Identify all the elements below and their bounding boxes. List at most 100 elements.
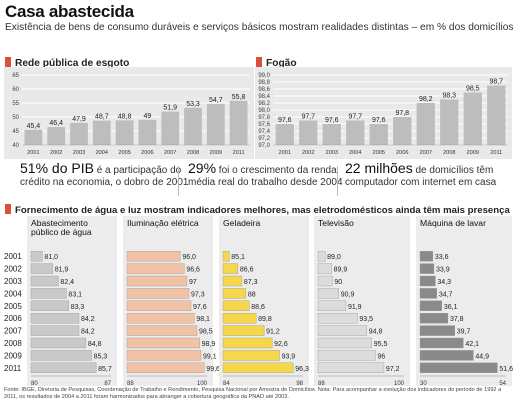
goods-bar xyxy=(126,300,192,312)
fogao-xtick-label: 2008 xyxy=(443,150,455,156)
stat-renda-line1: foi o crescimento da renda xyxy=(216,165,337,176)
fogao-data-label: 97,6 xyxy=(278,117,292,124)
goods-bar xyxy=(222,300,250,312)
goods-bar-label: 84,2 xyxy=(81,316,95,323)
household-goods-chart: 2001 2002 2003 2004 2005 2006 2007 2008 2009 2011… xyxy=(4,216,513,386)
goods-bar xyxy=(126,263,185,274)
goods-bar-label: 88,6 xyxy=(251,304,265,311)
stat-internet: 22 milhões de domicílios têm computador … xyxy=(345,161,513,200)
goods-bar xyxy=(419,263,435,274)
esgoto-bar xyxy=(92,120,111,145)
esgoto-xtick-label: 2009 xyxy=(210,150,222,156)
chart-title: Casa abastecida xyxy=(5,2,134,21)
goods-axis-max: 98 xyxy=(296,381,303,386)
stat-pib-line1: é a participação do xyxy=(93,165,182,176)
goods-panel-title: Iluminação elétrica xyxy=(127,218,199,228)
goods-axis-max: 100 xyxy=(197,381,208,386)
esgoto-ytick-label: 45 xyxy=(12,129,19,135)
goods-bar xyxy=(126,325,198,336)
goods-bar-label: 84,8 xyxy=(88,341,102,348)
goods-panel: Geladeira 85,1 86,6 87,3 88 88,6 89,8 91,2 92,6 9… xyxy=(219,216,309,386)
goods-bar xyxy=(126,275,188,287)
goods-bar-label: 36,1 xyxy=(444,304,458,311)
goods-axis-max: 100 xyxy=(394,381,405,386)
goods-bar xyxy=(222,325,265,336)
goods-bar-label: 44,9 xyxy=(475,353,489,360)
fogao-data-label: 97,6 xyxy=(325,117,339,124)
goods-bar xyxy=(222,312,257,324)
stat-pib-big: 51% do PIB xyxy=(20,160,94,176)
goods-bar xyxy=(126,337,200,349)
goods-axis-max: 54 xyxy=(499,381,506,386)
goods-bar-label: 94,8 xyxy=(369,329,383,336)
stat-internet-line2: computador com internet em casa xyxy=(345,177,497,188)
goods-bar xyxy=(222,275,243,287)
year-label: 2009 xyxy=(4,351,22,360)
goods-bar xyxy=(222,362,294,374)
source-note: Fonte: IBGE, Diretoria de Pesquisas, Coo… xyxy=(4,387,502,400)
goods-bar-label: 37,8 xyxy=(450,316,464,323)
esgoto-ytick-label: 55 xyxy=(12,101,19,107)
goods-axis-min: 84 xyxy=(223,381,230,386)
fogao-xtick-label: 2002 xyxy=(302,150,314,156)
fogao-xtick-label: 2011 xyxy=(490,150,502,156)
stat-pib-line2: crédito na economia, o dobro de 2001 xyxy=(20,177,189,188)
goods-bar-label: 87,3 xyxy=(244,279,258,286)
esgoto-ytick-label: 40 xyxy=(12,143,19,149)
goods-bar xyxy=(419,325,455,336)
fogao-ytick-label: 98,6 xyxy=(258,87,270,93)
goods-panel-title: público de água xyxy=(31,227,92,237)
goods-axis-max: 87 xyxy=(104,381,111,386)
goods-bar-label: 88 xyxy=(248,291,256,298)
goods-bar xyxy=(317,263,332,274)
goods-bar-label: 85,7 xyxy=(98,366,112,373)
goods-bar xyxy=(317,275,333,287)
fogao-bar xyxy=(463,92,482,145)
goods-bar-label: 97,6 xyxy=(193,304,207,311)
fogao-bar xyxy=(346,120,365,145)
year-label: 2007 xyxy=(4,327,22,336)
goods-panel-title: Máquina de lavar xyxy=(420,218,486,228)
goods-bar xyxy=(30,288,67,299)
goods-bar xyxy=(222,251,230,262)
goods-bar xyxy=(30,263,53,274)
goods-bar xyxy=(30,325,80,336)
goods-bar xyxy=(126,362,205,374)
goods-bar-label: 95,5 xyxy=(374,341,388,348)
year-label: 2006 xyxy=(4,314,22,323)
esgoto-xtick-label: 2004 xyxy=(96,150,108,156)
esgoto-xtick-label: 2001 xyxy=(27,150,39,156)
esgoto-bar-chart: 40 45 50 55 60 65 45,4 2001 46,4 2002 47,9 2003 48,7… xyxy=(12,73,250,156)
esgoto-ytick-label: 50 xyxy=(12,115,19,121)
goods-bar xyxy=(419,337,464,349)
goods-bar-label: 85,1 xyxy=(231,254,245,261)
fogao-bar xyxy=(322,124,341,145)
goods-bar-label: 89,0 xyxy=(327,254,341,261)
goods-panel: Iluminação elétrica 96,0 96,6 97 97,3 97,6 98,… xyxy=(123,216,220,386)
goods-panel-title: Geladeira xyxy=(223,218,260,228)
esgoto-bar xyxy=(161,111,180,145)
esgoto-bar xyxy=(24,129,43,145)
goods-bar-label: 81,0 xyxy=(44,254,58,261)
fogao-ytick-label: 97,0 xyxy=(258,143,270,149)
goods-bar-label: 92,6 xyxy=(274,341,288,348)
year-label: 2003 xyxy=(4,277,22,286)
fogao-bar-chart: 97,097,297,497,697,898,098,298,498,698,8… xyxy=(258,73,508,156)
goods-bar-label: 39,7 xyxy=(457,329,471,336)
goods-axis-min: 80 xyxy=(31,381,38,386)
esgoto-data-label: 48,8 xyxy=(118,113,132,120)
esgoto-ytick-label: 65 xyxy=(12,73,19,79)
fogao-header: Fogão xyxy=(256,57,297,69)
goods-bar-label: 33,9 xyxy=(436,267,450,274)
goods-bar-label: 97 xyxy=(189,279,197,286)
goods-bar xyxy=(30,337,87,349)
esgoto-data-label: 48,7 xyxy=(95,114,109,121)
esgoto-data-label: 46,4 xyxy=(49,120,63,127)
esgoto-data-label: 45,4 xyxy=(27,123,41,130)
goods-bar xyxy=(317,288,339,299)
goods-bar xyxy=(126,288,190,299)
esgoto-bar xyxy=(47,127,66,145)
goods-bar-label: 99,1 xyxy=(203,353,217,360)
goods-bar xyxy=(317,350,376,361)
esgoto-data-label: 54,7 xyxy=(209,97,223,104)
